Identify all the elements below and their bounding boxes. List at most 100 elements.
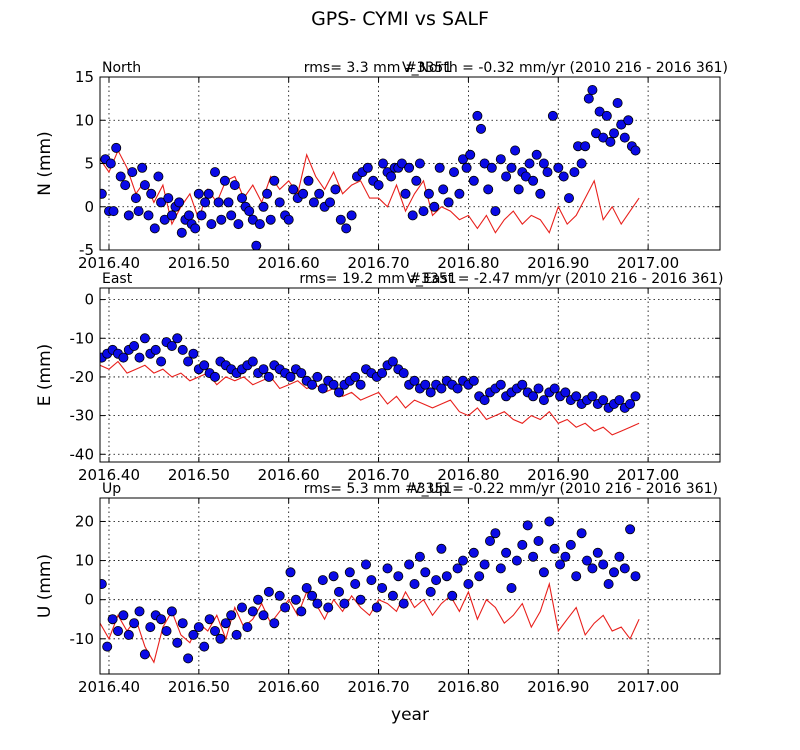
data-point xyxy=(335,214,346,225)
data-point xyxy=(176,227,187,238)
data-point xyxy=(461,162,472,173)
data-point xyxy=(598,395,609,406)
data-point xyxy=(625,524,636,535)
data-point xyxy=(418,206,429,217)
data-point xyxy=(203,188,214,199)
data-point xyxy=(571,571,582,582)
data-point xyxy=(118,352,129,363)
x-tick-label: 2016.80 xyxy=(437,254,499,272)
data-point xyxy=(190,223,201,234)
data-point xyxy=(447,590,458,601)
data-point xyxy=(443,197,454,208)
data-point xyxy=(612,98,623,109)
data-point xyxy=(206,219,217,230)
data-point xyxy=(269,175,280,186)
data-point xyxy=(474,571,485,582)
y-tick-label: 15 xyxy=(75,68,94,86)
data-point xyxy=(520,171,531,182)
x-tick-label: 2016.50 xyxy=(168,678,230,696)
data-point xyxy=(344,567,355,578)
x-tick-label: 2016.40 xyxy=(78,254,140,272)
y-axis-label: N (mm) xyxy=(35,131,55,196)
data-point xyxy=(258,610,269,621)
data-point xyxy=(431,575,442,586)
data-point xyxy=(517,539,528,550)
data-point xyxy=(254,219,265,230)
data-point xyxy=(317,575,328,586)
data-point xyxy=(139,180,150,191)
data-point xyxy=(200,197,211,208)
data-point xyxy=(495,379,506,390)
data-point xyxy=(296,368,307,379)
data-point xyxy=(407,210,418,221)
data-point xyxy=(274,590,285,601)
data-point xyxy=(501,547,512,558)
data-point xyxy=(317,383,328,394)
data-point xyxy=(441,571,452,582)
data-point xyxy=(209,371,220,382)
data-point xyxy=(603,579,614,590)
data-point xyxy=(105,158,116,169)
data-point xyxy=(553,162,564,173)
data-point xyxy=(303,175,314,186)
data-point xyxy=(118,610,129,621)
data-point xyxy=(100,579,107,589)
data-point xyxy=(269,618,280,629)
data-point xyxy=(605,136,616,147)
data-point xyxy=(120,180,131,191)
data-point xyxy=(517,379,528,390)
data-point xyxy=(594,106,605,117)
data-point xyxy=(513,184,524,195)
data-point xyxy=(501,171,512,182)
data-point xyxy=(156,197,167,208)
data-point xyxy=(400,188,411,199)
data-point xyxy=(172,637,183,648)
data-point xyxy=(630,391,641,402)
model-series-line xyxy=(100,581,640,664)
data-point xyxy=(274,197,285,208)
data-point xyxy=(174,197,185,208)
data-point xyxy=(576,528,587,539)
data-point xyxy=(583,93,594,104)
x-tick-label: 2016.60 xyxy=(258,678,320,696)
data-point xyxy=(288,184,299,195)
y-tick-label: 5 xyxy=(84,155,94,173)
x-tick-label: 2016.70 xyxy=(348,678,410,696)
y-tick-label: 0 xyxy=(84,291,94,309)
x-tick-label: 2016.40 xyxy=(78,678,140,696)
data-point xyxy=(263,371,274,382)
y-tick-label: -5 xyxy=(79,241,94,259)
x-tick-label: 2016.90 xyxy=(527,678,589,696)
data-point xyxy=(436,543,447,554)
data-point xyxy=(213,197,224,208)
data-point xyxy=(308,197,319,208)
data-point xyxy=(216,214,227,225)
x-tick-label: 2016.50 xyxy=(168,254,230,272)
data-point xyxy=(587,563,598,574)
data-point xyxy=(598,559,609,570)
data-point xyxy=(486,162,497,173)
data-point xyxy=(166,210,177,221)
x-tick-label: 2016.90 xyxy=(527,466,589,484)
data-point xyxy=(490,206,501,217)
panel-component-label: North xyxy=(102,60,141,76)
data-point xyxy=(630,571,641,582)
data-point xyxy=(625,398,636,409)
data-point xyxy=(409,375,420,386)
data-point xyxy=(133,206,144,217)
data-point xyxy=(183,356,194,367)
data-point xyxy=(538,158,549,169)
data-point xyxy=(475,123,486,134)
y-axis-label: E (mm) xyxy=(35,344,55,407)
data-point xyxy=(414,158,425,169)
data-point xyxy=(129,340,140,351)
data-point xyxy=(130,193,141,204)
y-tick-label: -40 xyxy=(70,445,95,463)
data-point xyxy=(630,145,641,156)
data-point xyxy=(253,594,264,605)
data-point xyxy=(333,387,344,398)
data-point xyxy=(495,563,506,574)
